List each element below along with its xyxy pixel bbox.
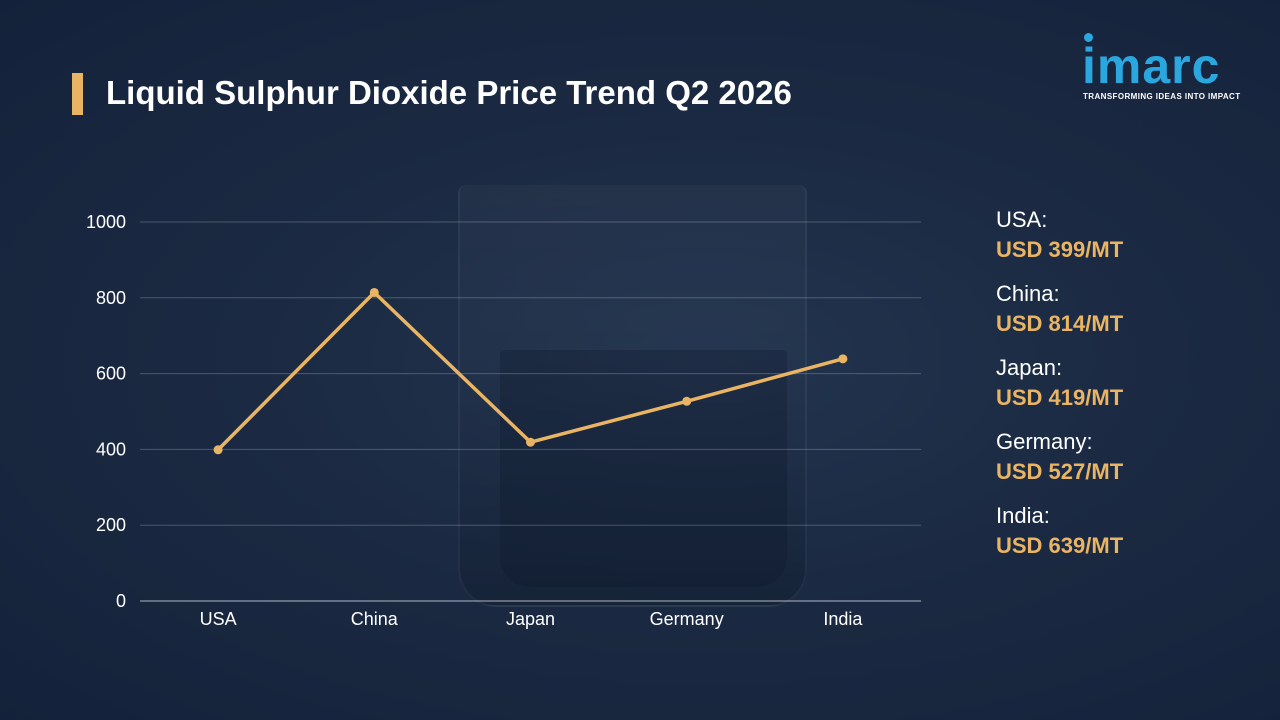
y-tick-label: 600 — [96, 364, 126, 384]
x-axis-ticks: USA China Japan Germany India — [200, 609, 864, 629]
data-point — [838, 354, 848, 364]
y-axis-ticks: 0 200 400 600 800 1000 — [86, 212, 126, 611]
price-country: Japan: — [996, 355, 1063, 380]
price-country: Germany: — [996, 429, 1093, 454]
x-tick-label: India — [823, 609, 863, 629]
data-point — [526, 437, 535, 447]
beaker-background — [458, 185, 807, 607]
imarc-logo: imarc TRANSFORMING IDEAS INTO IMPACT — [1080, 33, 1250, 103]
y-tick-label: 1000 — [86, 212, 126, 232]
data-points — [213, 287, 848, 455]
series-line — [216, 290, 844, 452]
price-value: USD 419/MT — [996, 385, 1124, 410]
price-entry: India: USD 639/MT — [996, 501, 1123, 561]
x-tick-label: China — [351, 609, 399, 629]
logo-tagline: TRANSFORMING IDEAS INTO IMPACT — [1083, 92, 1241, 101]
logo-dot-icon — [1084, 33, 1093, 42]
beaker-liquid — [500, 350, 787, 587]
price-country: China: — [996, 281, 1060, 306]
y-tick-label: 800 — [96, 288, 126, 308]
price-entry: China: USD 814/MT — [996, 279, 1123, 339]
y-tick-label: 200 — [96, 515, 126, 535]
price-value: USD 527/MT — [996, 459, 1124, 484]
price-value: USD 399/MT — [996, 237, 1124, 262]
x-tick-label: Germany — [650, 609, 724, 629]
price-entry: Japan: USD 419/MT — [996, 353, 1123, 413]
price-value: USD 639/MT — [996, 533, 1124, 558]
page-title: Liquid Sulphur Dioxide Price Trend Q2 20… — [106, 74, 792, 111]
x-tick-label: Japan — [506, 609, 555, 629]
y-tick-label: 0 — [116, 591, 126, 611]
price-entry: Germany: USD 527/MT — [996, 427, 1123, 487]
y-tick-label: 400 — [96, 439, 126, 459]
data-point — [213, 445, 223, 455]
price-country: USA: — [996, 207, 1048, 232]
chart-grid — [140, 221, 921, 602]
x-tick-label: USA — [200, 609, 237, 629]
price-country: India: — [996, 503, 1050, 528]
title-accent-bar — [72, 73, 83, 115]
data-point — [682, 396, 692, 406]
price-value: USD 814/MT — [996, 311, 1124, 336]
data-point — [369, 287, 379, 297]
price-entry: USA: USD 399/MT — [996, 205, 1123, 265]
logo-wordmark: imarc — [1082, 38, 1221, 94]
price-list: USA: USD 399/MT China: USD 814/MT Japan: USD … — [996, 205, 1123, 575]
